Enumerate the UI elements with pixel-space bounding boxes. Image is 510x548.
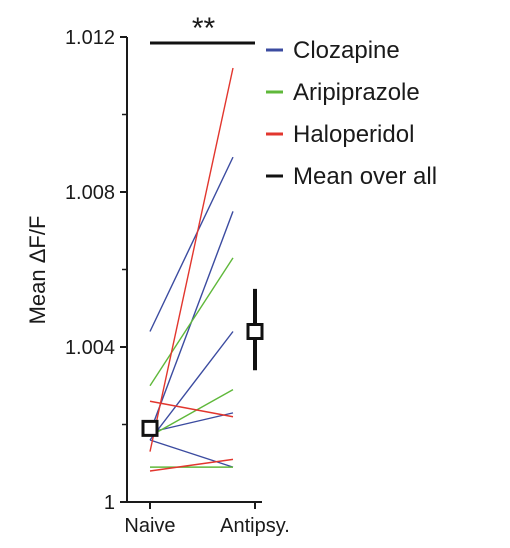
- mean-layer: [141, 288, 264, 437]
- series-line: [149, 439, 234, 468]
- series-line: [149, 257, 234, 387]
- legend: Clozapine Aripiprazole Haloperidol Mean ove…: [266, 37, 437, 190]
- series-line: [149, 67, 234, 452]
- series-line: [149, 331, 234, 441]
- y-tick-label: 1.008: [65, 182, 115, 204]
- mean-marker: [246, 323, 264, 340]
- y-tick-label: 1.012: [65, 27, 115, 49]
- legend-label: Mean over all: [293, 163, 437, 190]
- series-line: [149, 458, 234, 472]
- significance-label: **: [192, 12, 216, 45]
- series-line: [149, 389, 234, 437]
- series-layer: [149, 67, 234, 472]
- legend-label: Aripiprazole: [293, 79, 420, 106]
- legend-label: Clozapine: [293, 37, 400, 64]
- axes: 1 1.004 1.008 1.012 Naive Antipsy.: [65, 27, 290, 537]
- y-axis-label: Mean ΔF/F: [25, 216, 50, 325]
- y-tick-label: 1.004: [65, 337, 115, 359]
- significance: **: [150, 12, 255, 45]
- x-tick-label: Naive: [124, 515, 175, 537]
- x-tick-label: Antipsy.: [220, 515, 290, 537]
- mean-marker: [141, 419, 159, 437]
- y-tick-label: 1: [104, 492, 115, 514]
- legend-label: Haloperidol: [293, 121, 414, 148]
- series-line: [149, 156, 234, 332]
- series-line: [149, 400, 234, 418]
